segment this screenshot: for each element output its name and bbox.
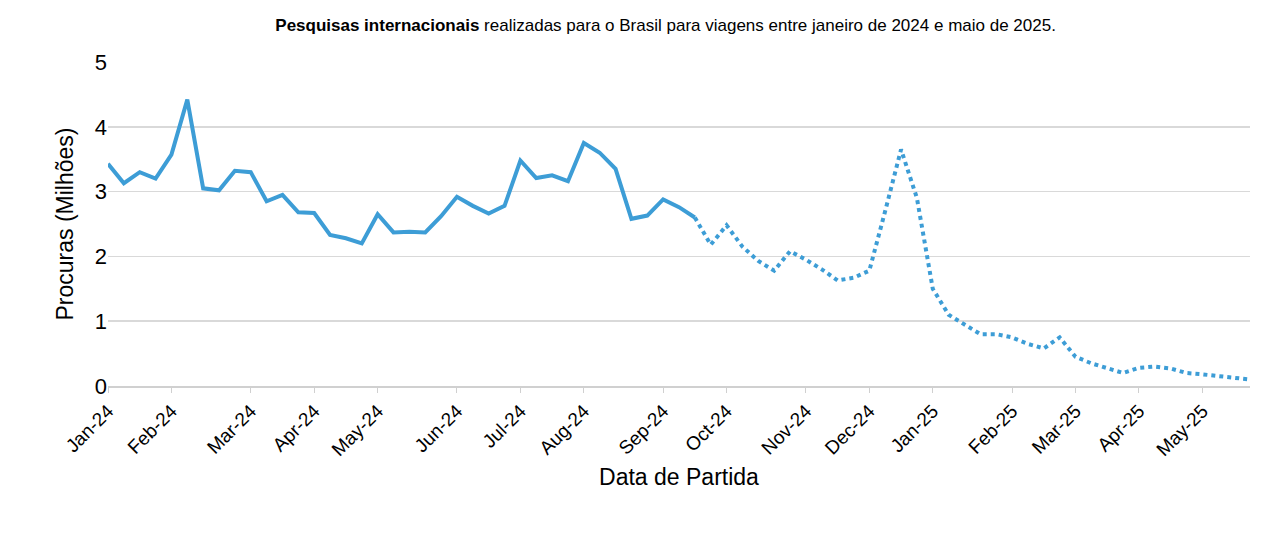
svg-text:Aug-24: Aug-24 xyxy=(535,400,593,458)
svg-text:Sep-24: Sep-24 xyxy=(615,400,673,458)
svg-text:May-24: May-24 xyxy=(328,400,388,460)
svg-text:Jun-24: Jun-24 xyxy=(411,400,467,456)
svg-text:Oct-24: Oct-24 xyxy=(681,400,736,455)
svg-text:Dec-24: Dec-24 xyxy=(821,400,879,458)
svg-text:4: 4 xyxy=(95,115,107,140)
svg-text:Apr-25: Apr-25 xyxy=(1093,400,1148,455)
svg-text:Procuras (Milhões): Procuras (Milhões) xyxy=(52,128,78,321)
svg-text:Feb-25: Feb-25 xyxy=(964,400,1021,457)
svg-text:3: 3 xyxy=(95,179,107,204)
svg-text:5: 5 xyxy=(95,50,107,75)
svg-text:Jul-24: Jul-24 xyxy=(478,400,530,452)
svg-text:Jan-24: Jan-24 xyxy=(62,400,118,456)
svg-text:Data de Partida: Data de Partida xyxy=(599,464,759,490)
svg-text:Jan-25: Jan-25 xyxy=(886,400,942,456)
svg-text:Apr-24: Apr-24 xyxy=(269,400,324,455)
svg-text:Nov-24: Nov-24 xyxy=(757,400,815,458)
svg-text:Mar-25: Mar-25 xyxy=(1028,400,1085,457)
svg-text:Pesquisas internacionais reali: Pesquisas internacionais realizadas para… xyxy=(275,16,1056,35)
svg-text:2: 2 xyxy=(95,244,107,269)
svg-text:0: 0 xyxy=(95,374,107,399)
svg-text:Feb-24: Feb-24 xyxy=(124,400,182,458)
svg-text:May-25: May-25 xyxy=(1152,400,1212,460)
svg-text:1: 1 xyxy=(95,309,107,334)
svg-text:Mar-24: Mar-24 xyxy=(203,400,261,458)
